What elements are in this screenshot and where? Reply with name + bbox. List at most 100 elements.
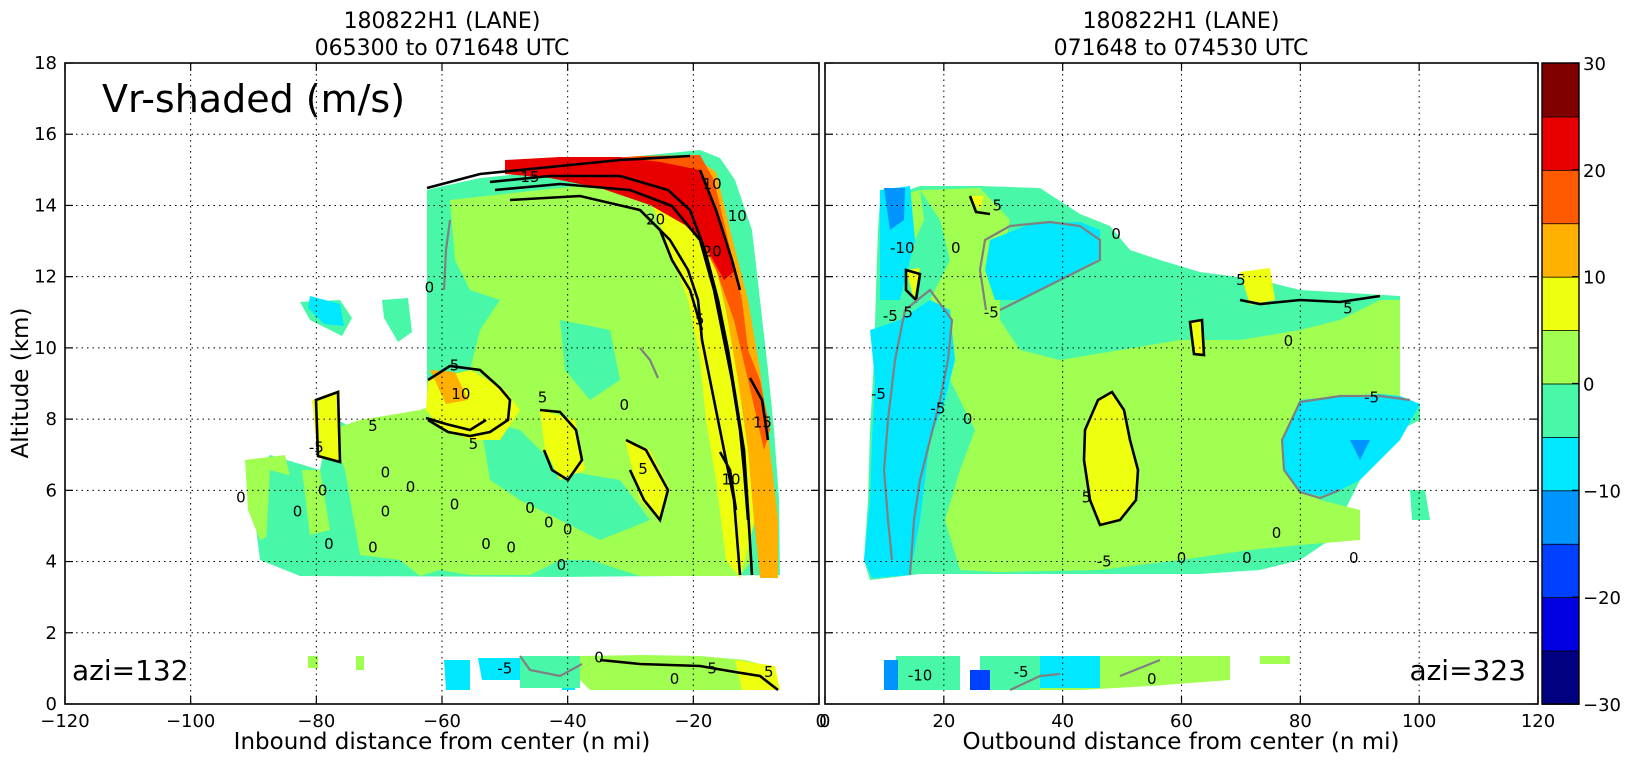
right-contour-0 bbox=[1280, 394, 1411, 500]
right-contour-0 bbox=[1119, 658, 1161, 678]
right-field-band-neg15-neg10 bbox=[884, 660, 898, 690]
left-contour-label: 5 bbox=[707, 659, 717, 677]
right-x-axis-label: Outbound distance from center (n mi) bbox=[963, 729, 1400, 755]
y-tick-label: 14 bbox=[34, 195, 57, 216]
right-contour-label: -5 bbox=[871, 385, 886, 403]
left-contour-10 bbox=[748, 377, 770, 441]
left-field-band-neg5-0 bbox=[382, 298, 412, 342]
right-contour-label: -5 bbox=[930, 399, 945, 417]
right-field-band-neg10-neg5 bbox=[1040, 656, 1100, 688]
right-contour-label: 0 bbox=[951, 239, 961, 257]
left-x-tick-label: −20 bbox=[674, 711, 712, 732]
y-tick-label: 2 bbox=[46, 623, 57, 644]
right-contour-label: 0 bbox=[1242, 549, 1252, 567]
right-field-low-strip bbox=[980, 656, 1040, 690]
colorbar-segment bbox=[1541, 276, 1580, 331]
left-contour-5 bbox=[426, 154, 691, 190]
quantity-label: Vr-shaded (m/s) bbox=[102, 77, 405, 121]
right-contour-zero-lines bbox=[882, 220, 1411, 691]
left-contour-label: 0 bbox=[594, 649, 604, 667]
right-contour-label: -5 bbox=[883, 307, 898, 325]
right-contour-label: -5 bbox=[1097, 553, 1112, 571]
left-title-line1: 180822H1 (LANE) bbox=[344, 9, 541, 34]
left-azimuth-label: azi=132 bbox=[72, 654, 189, 687]
right-contour-label: 5 bbox=[1343, 300, 1353, 318]
left-field-band-20-25 bbox=[505, 157, 736, 280]
right-field-band-neg15-neg10 bbox=[1350, 440, 1370, 460]
left-contour-label: 0 bbox=[293, 503, 303, 521]
left-x-tick-label: −60 bbox=[423, 711, 461, 732]
right-contour-label: 0 bbox=[1272, 524, 1282, 542]
left-contour-5 bbox=[427, 364, 512, 438]
right-contour-label: 0 bbox=[1147, 670, 1157, 688]
left-contour-0 bbox=[639, 347, 660, 379]
left-field-band-0-5 bbox=[302, 470, 330, 535]
right-field-band-neg20-neg15 bbox=[970, 670, 990, 690]
right-contour-label: 5 bbox=[1082, 488, 1092, 506]
colorbar: 30 20 10 0 −10 −20 −30 bbox=[1541, 54, 1621, 716]
right-field-band-neg5-0 bbox=[1410, 490, 1430, 520]
left-contour-label: 0 bbox=[425, 278, 435, 296]
right-x-tick-label: 120 bbox=[1521, 711, 1555, 732]
right-field-band-5-10 bbox=[906, 268, 920, 300]
left-contour-5 bbox=[625, 438, 670, 523]
y-tick-label: 12 bbox=[34, 267, 57, 288]
right-contour-label: -5 bbox=[984, 303, 999, 321]
left-contour-label: 0 bbox=[563, 521, 573, 539]
right-gridlines bbox=[825, 63, 1538, 704]
left-contour-label: 0 bbox=[557, 556, 567, 574]
left-field-band-5-10 bbox=[312, 390, 340, 460]
colorbar-segment bbox=[1541, 596, 1580, 652]
colorbar-segment bbox=[1541, 489, 1580, 545]
y-tick-label: 18 bbox=[34, 53, 57, 74]
colorbar-segment bbox=[1541, 383, 1580, 438]
right-contour-label: 5 bbox=[993, 196, 1003, 214]
left-contour-label: 20 bbox=[646, 211, 665, 229]
right-contour-label: 0 bbox=[963, 410, 973, 428]
left-contour-label: 5 bbox=[695, 310, 705, 328]
left-contour-label: 0 bbox=[318, 481, 328, 499]
colorbar-tick-label: 0 bbox=[1583, 375, 1594, 396]
left-contour-label: 0 bbox=[619, 396, 629, 414]
left-contour-label: 10 bbox=[451, 385, 470, 403]
left-contour-label: -5 bbox=[497, 659, 512, 677]
y-tick-label: 0 bbox=[46, 694, 57, 715]
left-contour-5 bbox=[539, 408, 584, 482]
right-contour-label: -5 bbox=[1014, 663, 1029, 681]
colorbar-segment bbox=[1541, 436, 1580, 492]
right-x-tick-label: 0 bbox=[819, 711, 830, 732]
left-gridlines bbox=[65, 63, 819, 704]
colorbar-tick-label: 30 bbox=[1583, 54, 1606, 75]
colorbar-tick-label: 20 bbox=[1583, 161, 1606, 182]
right-contour-label: 5 bbox=[903, 303, 913, 321]
left-field-band-neg10-neg5 bbox=[308, 296, 344, 326]
left-contour-label: 0 bbox=[406, 478, 416, 496]
left-contour-lines bbox=[314, 154, 779, 692]
right-x-tick-label: 20 bbox=[932, 711, 955, 732]
colorbar-segment bbox=[1541, 329, 1580, 385]
y-tick-label: 4 bbox=[46, 552, 57, 573]
left-contour-label: 0 bbox=[525, 499, 535, 517]
left-contour-20 bbox=[509, 194, 742, 576]
left-field-band-neg5-0 bbox=[265, 470, 300, 560]
left-contour-5 bbox=[425, 416, 487, 432]
left-x-tick-label: −40 bbox=[549, 711, 587, 732]
left-contour-label: 0 bbox=[368, 538, 378, 556]
right-contour-5 bbox=[1188, 318, 1206, 357]
left-contour-label: 0 bbox=[506, 538, 516, 556]
right-field-band-5-10 bbox=[1084, 392, 1138, 525]
y-tick-label: 8 bbox=[46, 409, 57, 430]
left-contour-label: 10 bbox=[728, 207, 747, 225]
right-contour-label: 0 bbox=[1177, 549, 1187, 567]
left-field-band-5-10 bbox=[650, 198, 755, 578]
right-contour-0 bbox=[978, 220, 1102, 311]
right-panel-shaded-field: -10 0 5 0 -5 5 -5 5 5 0 -5 -5 0 -5 5 0 0 0 0 -5 -10 -5 0 bbox=[864, 186, 1430, 691]
left-contour-label: 20 bbox=[703, 243, 722, 261]
right-contour-label: 0 bbox=[1349, 549, 1359, 567]
right-field-band-neg15-neg10 bbox=[884, 188, 905, 230]
left-contour-label: 10 bbox=[721, 471, 740, 489]
